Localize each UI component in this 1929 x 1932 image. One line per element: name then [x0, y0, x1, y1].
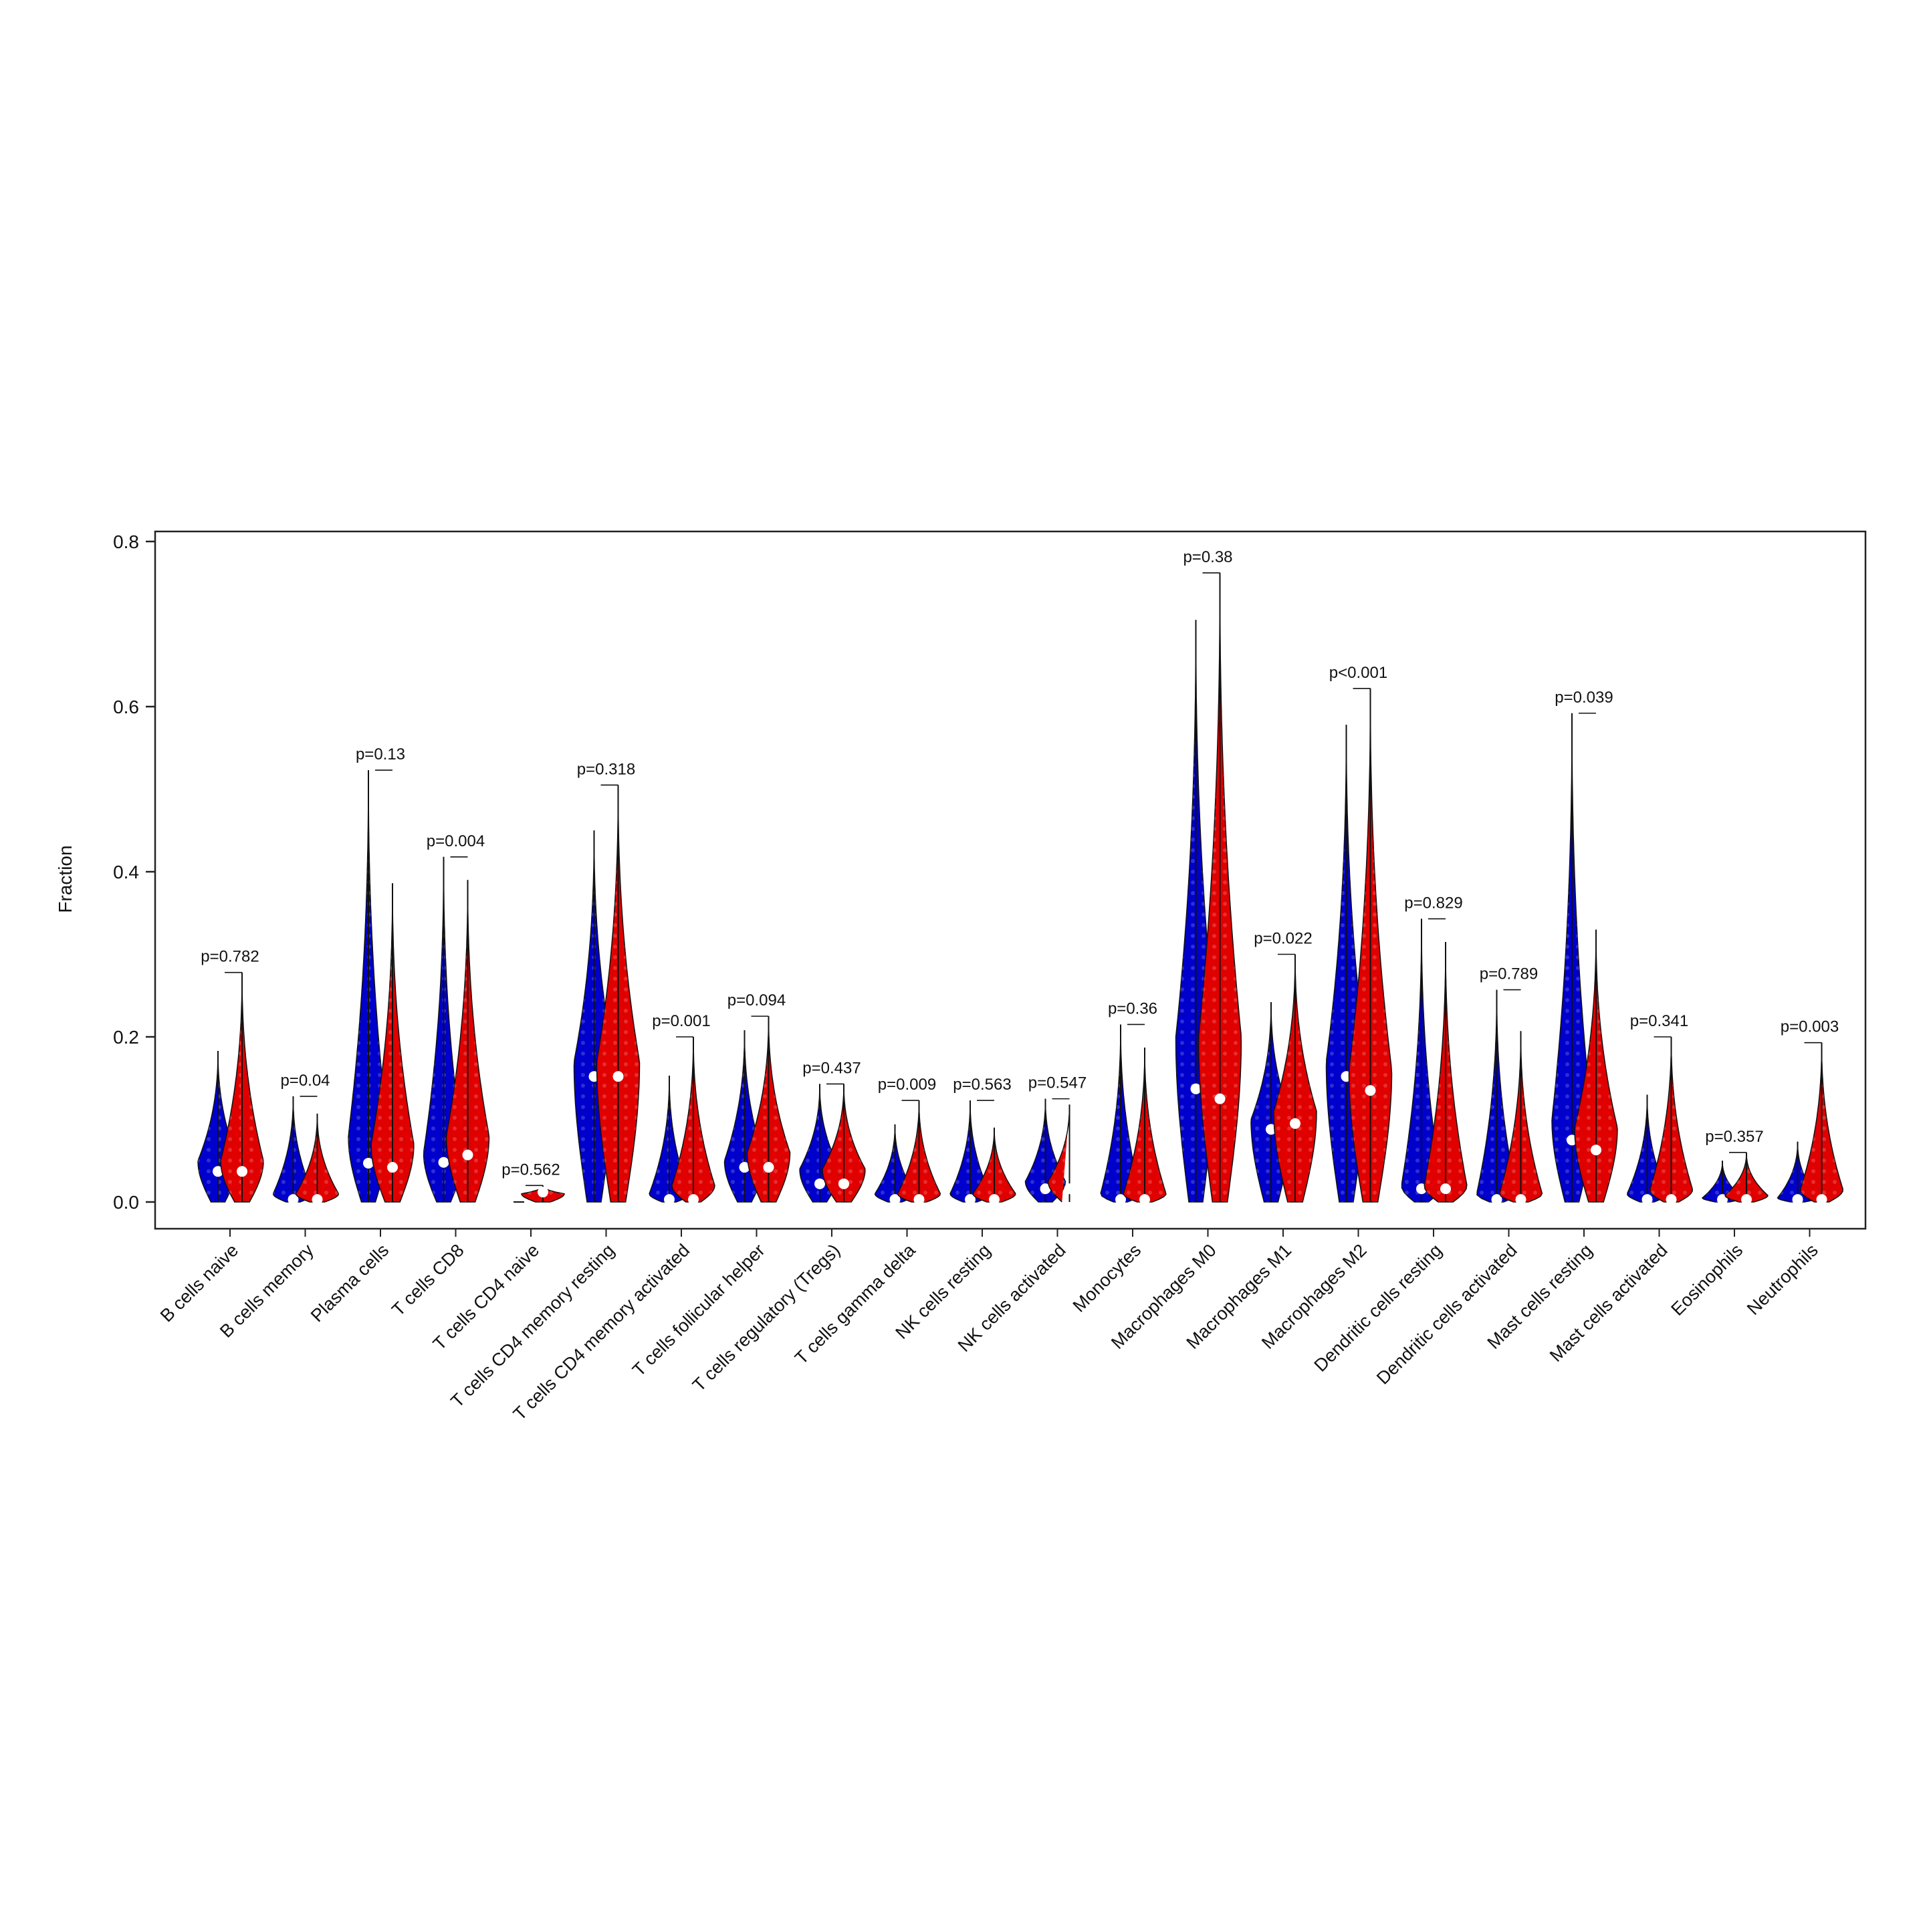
p-value-label: p=0.789: [1480, 965, 1538, 983]
violin-group: p=0.003 Neutrophils: [1743, 1018, 1843, 1319]
median-dot: [1139, 1194, 1150, 1205]
median-dot: [838, 1178, 849, 1189]
median-dot: [889, 1194, 901, 1205]
median-dot: [1365, 1085, 1376, 1096]
median-dot: [739, 1162, 750, 1173]
median-dot: [237, 1166, 247, 1177]
x-category-label: Plasma cells: [307, 1240, 392, 1326]
p-value-label: p=0.782: [201, 948, 259, 966]
p-value-label: p=0.547: [1028, 1074, 1087, 1092]
median-dot: [312, 1194, 323, 1205]
p-value-label: p<0.001: [1329, 664, 1387, 682]
p-value-label: p=0.562: [501, 1161, 560, 1179]
median-dot: [688, 1194, 699, 1205]
plot-layer: 0.0 0.2 0.4 0.6 0.8 p=0.782 B cells naive p=0.0…: [113, 530, 1867, 1425]
median-dot: [1641, 1194, 1653, 1205]
median-dot: [989, 1194, 1000, 1205]
median-dot: [1666, 1194, 1677, 1205]
p-value-label: p=0.004: [427, 832, 485, 850]
median-dot: [612, 1071, 624, 1082]
y-tick-label: 0.2: [113, 1027, 139, 1048]
median-dot: [438, 1157, 449, 1168]
median-dot: [538, 1187, 548, 1198]
y-axis-title: Fraction: [55, 845, 76, 913]
median-dot: [1591, 1144, 1601, 1156]
x-category-label: Dendritic cells resting: [1311, 1240, 1446, 1376]
p-value-label: p=0.094: [727, 991, 786, 1009]
median-dot: [763, 1162, 774, 1173]
violin-texture: [1048, 1106, 1070, 1202]
p-value-label: p=0.437: [802, 1059, 861, 1077]
median-dot: [1741, 1194, 1752, 1205]
median-dot: [814, 1178, 825, 1189]
median-dot: [965, 1194, 976, 1205]
p-value-label: p=0.563: [953, 1076, 1011, 1094]
p-value-label: p=0.04: [280, 1072, 330, 1090]
p-value-label: p=0.022: [1254, 930, 1312, 948]
x-category-label: Neutrophils: [1743, 1240, 1822, 1319]
x-category-label: T cells CD4 memory resting: [447, 1240, 618, 1411]
median-dot: [363, 1157, 374, 1169]
p-value-label: p=0.36: [1108, 999, 1157, 1017]
p-value-label: p=0.38: [1183, 548, 1232, 566]
median-dot: [913, 1194, 925, 1205]
median-dot: [213, 1166, 223, 1177]
p-value-label: p=0.318: [577, 760, 635, 778]
violin-group: p=0.36 Monocytes: [1069, 999, 1167, 1316]
median-dot: [1717, 1194, 1728, 1205]
p-value-label: p=0.003: [1781, 1018, 1839, 1036]
y-tick-label: 0.8: [113, 531, 139, 552]
median-dot: [1515, 1194, 1526, 1205]
median-dot: [1214, 1093, 1226, 1104]
y-tick-label: 0.0: [113, 1192, 139, 1213]
median-dot: [1040, 1183, 1051, 1195]
median-dot: [462, 1149, 473, 1161]
median-dot: [1792, 1194, 1803, 1205]
violin-group: p=0.782 B cells naive: [156, 948, 264, 1326]
median-dot: [1440, 1183, 1451, 1195]
median-dot: [288, 1194, 299, 1205]
median-dot: [1190, 1083, 1202, 1094]
x-category-label: T cells regulatory (Tregs): [689, 1240, 844, 1395]
p-value-label: p=0.13: [356, 745, 405, 763]
p-value-label: p=0.341: [1630, 1012, 1688, 1030]
p-value-label: p=0.009: [878, 1076, 936, 1094]
p-value-label: p=0.829: [1404, 894, 1462, 912]
violin-group: p=0.13 Plasma cells: [307, 745, 415, 1326]
y-tick-label: 0.6: [113, 697, 139, 717]
x-category-label: Eosinophils: [1667, 1240, 1746, 1320]
median-dot: [387, 1162, 398, 1173]
median-dot: [664, 1194, 675, 1205]
x-category-label: Dendritic cells activated: [1373, 1240, 1521, 1388]
y-tick-label: 0.4: [113, 862, 139, 882]
p-value-label: p=0.039: [1555, 689, 1613, 707]
p-value-label: p=0.001: [652, 1012, 710, 1030]
median-dot: [1115, 1194, 1126, 1205]
median-dot: [1816, 1194, 1827, 1205]
x-category-label: Monocytes: [1069, 1240, 1145, 1316]
p-value-label: p=0.357: [1705, 1128, 1763, 1146]
median-dot: [1064, 1183, 1075, 1195]
x-category-label: B cells naive: [156, 1240, 242, 1326]
median-dot: [1290, 1118, 1300, 1129]
plot-frame: [154, 530, 1867, 1230]
x-category-label: T cells follicular helper: [629, 1240, 769, 1380]
median-dot: [1491, 1194, 1502, 1205]
x-category-label: T cells CD8: [388, 1240, 468, 1320]
